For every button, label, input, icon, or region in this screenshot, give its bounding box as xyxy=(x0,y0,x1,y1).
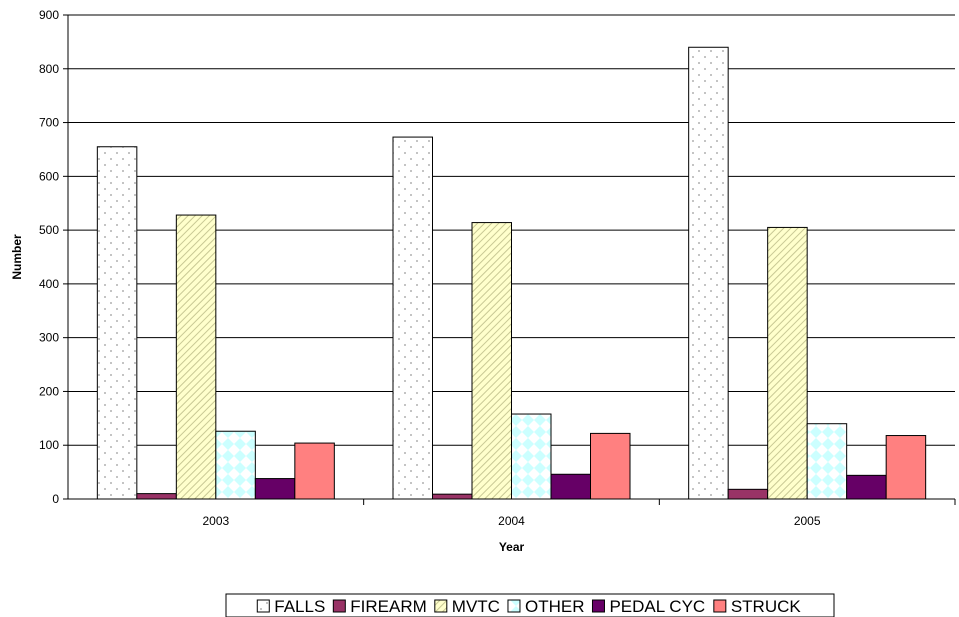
x-tick-label: 2004 xyxy=(498,514,525,528)
y-tick-label: 0 xyxy=(52,492,59,506)
legend-swatch-other xyxy=(507,599,521,613)
x-tick-label: 2003 xyxy=(202,514,229,528)
bar-firearm-2005 xyxy=(727,488,769,500)
y-tick-label: 200 xyxy=(39,384,59,398)
legend-label-other: OTHER xyxy=(525,597,585,616)
y-tick-label: 500 xyxy=(39,223,59,237)
bar-mvtc-2003 xyxy=(175,214,217,500)
x-tick-label: 2005 xyxy=(794,514,821,528)
bar-pedal-cyc-2003 xyxy=(254,478,296,500)
bar-firearm-2004 xyxy=(432,493,473,500)
bar-firearm-2003 xyxy=(136,493,177,500)
legend-label-struck: STRUCK xyxy=(731,597,802,616)
legend-label-pedal-cyc: PEDAL CYC xyxy=(609,597,705,616)
y-axis-title: Number xyxy=(10,234,24,280)
bar-other-2005 xyxy=(806,423,848,500)
y-tick-label: 400 xyxy=(39,277,59,291)
bar-mvtc-2005 xyxy=(767,226,808,500)
legend-swatch-struck xyxy=(713,599,727,613)
legend-label-mvtc: MVTC xyxy=(452,597,500,616)
legend-label-firearm: FIREARM xyxy=(350,597,427,616)
y-tick-label: 800 xyxy=(39,62,59,76)
y-tick-label: 100 xyxy=(39,438,59,452)
legend-swatch-firearm xyxy=(332,599,346,613)
legend-swatch-pedal-cyc xyxy=(591,599,605,613)
bar-struck-2003 xyxy=(294,442,335,500)
bar-falls-2004 xyxy=(392,136,433,500)
y-tick-label: 600 xyxy=(39,169,59,183)
x-axis-title: Year xyxy=(499,540,525,554)
bar-falls-2003 xyxy=(96,146,138,500)
bar-other-2003 xyxy=(215,430,256,500)
legend-box xyxy=(225,593,835,617)
y-tick-label: 300 xyxy=(39,331,59,345)
bar-mvtc-2004 xyxy=(471,222,512,500)
bar-falls-2005 xyxy=(688,46,729,500)
y-tick-label: 900 xyxy=(39,8,59,22)
legend-label-falls: FALLS xyxy=(274,597,325,616)
bar-struck-2005 xyxy=(885,435,927,500)
bar-other-2004 xyxy=(511,413,552,500)
legend-swatch-falls xyxy=(256,599,270,613)
bar-pedal-cyc-2005 xyxy=(846,474,887,500)
bar-struck-2004 xyxy=(590,432,631,500)
y-tick-label: 700 xyxy=(39,116,59,130)
legend-swatch-mvtc xyxy=(434,599,448,613)
bar-pedal-cyc-2004 xyxy=(550,473,591,500)
